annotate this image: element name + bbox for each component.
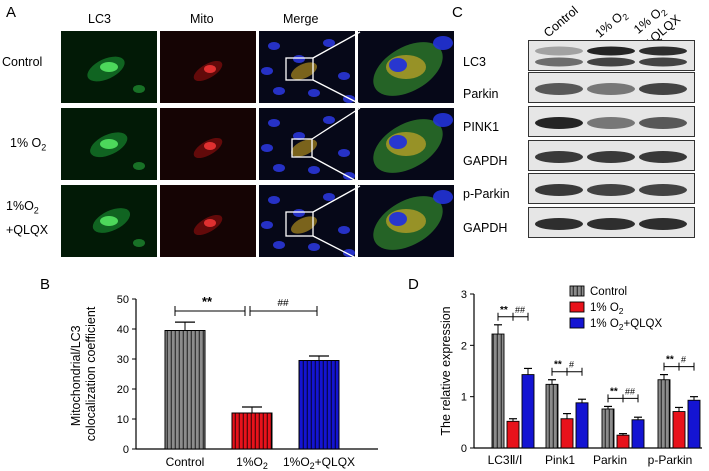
chart-d-bar xyxy=(601,408,615,449)
band-label-gapdh-2: GAPDH xyxy=(463,221,508,235)
chart-d-bar xyxy=(672,411,686,449)
micrograph-mito-hypoxia xyxy=(159,107,257,181)
blot-strip-gapdh-1 xyxy=(528,140,695,171)
band-label-parkin: Parkin xyxy=(463,87,499,101)
chart-b-category-label: 1%O2+QLQX xyxy=(283,455,355,471)
chart-b-ylabel-line2: colocalization coefficient xyxy=(84,306,98,441)
row-label-control: Control xyxy=(2,55,43,69)
micrograph-zoom-hypoxia xyxy=(357,107,455,181)
chart-d-sig-label: ## xyxy=(515,305,525,315)
band-label-pink1: PINK1 xyxy=(463,120,500,134)
chart-d-category-label: p-Parkin xyxy=(648,453,693,467)
chart-d-ytick-label: 2 xyxy=(461,340,467,352)
blot-strip-p-parkin xyxy=(528,173,695,204)
chart-d-bar xyxy=(631,419,645,449)
chart-d-sig-label: ** xyxy=(610,386,618,397)
chart-d-sig-label: # xyxy=(569,360,574,370)
chart-b-colocalization: Mitochondrial/LC3 colocalization coeffic… xyxy=(69,294,378,471)
chart-b-bar xyxy=(231,412,273,450)
chart-b-ylabel: Mitochondrial/LC3 colocalization coeffic… xyxy=(69,306,98,441)
row-label-hypoxia: 1% O2 xyxy=(10,136,47,153)
chart-b-ytick-label: 30 xyxy=(117,354,129,366)
chart-b-ytick-label: 20 xyxy=(117,384,129,396)
column-label-lc3: LC3 xyxy=(88,12,111,26)
chart-b-ytick-label: 10 xyxy=(117,414,129,426)
chart-b-ytick-label: 50 xyxy=(117,294,129,306)
chart-d-category-label: LC3Ⅱ/Ⅰ xyxy=(488,453,523,467)
micrograph-lc3-control xyxy=(60,30,158,104)
chart-d-bar xyxy=(491,333,505,449)
blot-strip-parkin xyxy=(528,72,695,103)
chart-d-bar xyxy=(575,402,589,449)
micrograph-zoom-hypoxia-qlqx xyxy=(357,184,455,258)
micrograph-zoom-control xyxy=(357,30,455,104)
chart-d-ylabel: The relative expression xyxy=(439,306,453,435)
chart-d-bar xyxy=(521,374,535,449)
chart-b-bar xyxy=(298,360,340,450)
panel-b-letter: B xyxy=(40,276,51,293)
row-label-hypoxia-qlqx: 1%O2 +QLQX xyxy=(6,199,49,237)
chart-b-ytick-label: 0 xyxy=(123,444,129,456)
chart-d-category-label: Parkin xyxy=(593,453,627,467)
chart-d-legend-label: 1% O2+QLQX xyxy=(590,318,663,332)
blot-strip-pink1 xyxy=(528,106,695,137)
panel-d-letter: D xyxy=(408,276,419,293)
column-label-mito: Mito xyxy=(190,12,214,26)
chart-b-sig-label: ## xyxy=(277,298,289,309)
chart-d-bar xyxy=(687,399,701,449)
lane-label-hypoxia: 1% O2 xyxy=(592,9,631,41)
micrograph-mito-control xyxy=(159,30,257,104)
panel-c-letter: C xyxy=(452,4,463,21)
chart-d-sig-label: # xyxy=(681,355,686,365)
band-label-gapdh-1: GAPDH xyxy=(463,154,508,168)
band-label-lc3: LC3 xyxy=(463,55,486,69)
chart-d-ytick-label: 1 xyxy=(461,392,467,404)
chart-d-relative-expression: The relative expression 0 1 2 3 LC3Ⅱ/Ⅰ Pink1 Pa… xyxy=(439,285,702,467)
chart-d-legend-label: 1% O2 xyxy=(590,302,624,316)
band-label-p-parkin: p-Parkin xyxy=(463,187,510,201)
chart-b-ytick-label: 40 xyxy=(117,324,129,336)
chart-d-sig-label: ## xyxy=(625,386,635,396)
micrograph-lc3-hypoxia xyxy=(60,107,158,181)
chart-d-bar xyxy=(506,420,520,449)
chart-d-category-label: Pink1 xyxy=(545,453,575,467)
chart-d-bar xyxy=(560,418,574,449)
chart-d-bar xyxy=(545,383,559,449)
chart-b-sig-label: ** xyxy=(202,294,213,309)
chart-b-category-label: Control xyxy=(166,455,205,469)
micrograph-mito-hypoxia-qlqx xyxy=(159,184,257,258)
chart-d-legend-swatch xyxy=(569,317,585,329)
chart-b-ylabel-line1: Mitochondrial/LC3 xyxy=(69,325,83,426)
chart-d-bar xyxy=(616,434,630,449)
chart-d-legend-swatch xyxy=(569,285,585,297)
chart-d-legend-label: Control xyxy=(590,286,627,298)
chart-d-ytick-label: 3 xyxy=(461,289,467,301)
chart-d-legend-swatch xyxy=(569,301,585,313)
blot-strip-lc3 xyxy=(528,40,695,71)
micrograph-lc3-hypoxia-qlqx xyxy=(60,184,158,258)
chart-d-ytick-label: 0 xyxy=(461,443,467,455)
micrograph-merge-hypoxia-qlqx xyxy=(258,184,356,258)
chart-d-sig-label: ** xyxy=(500,305,508,316)
chart-b-bar xyxy=(164,330,206,450)
column-label-merge: Merge xyxy=(283,12,319,26)
chart-b-category-label: 1%O2 xyxy=(236,455,268,471)
micrograph-merge-hypoxia xyxy=(258,107,356,181)
micrograph-merge-control xyxy=(258,30,356,104)
panel-a-letter: A xyxy=(6,4,17,21)
chart-d-sig-label: ** xyxy=(554,360,562,371)
chart-d-bar xyxy=(657,379,671,449)
blot-strip-gapdh-2 xyxy=(528,207,695,238)
chart-d-sig-label: ** xyxy=(666,355,674,366)
lane-label-control: Control xyxy=(541,3,581,40)
